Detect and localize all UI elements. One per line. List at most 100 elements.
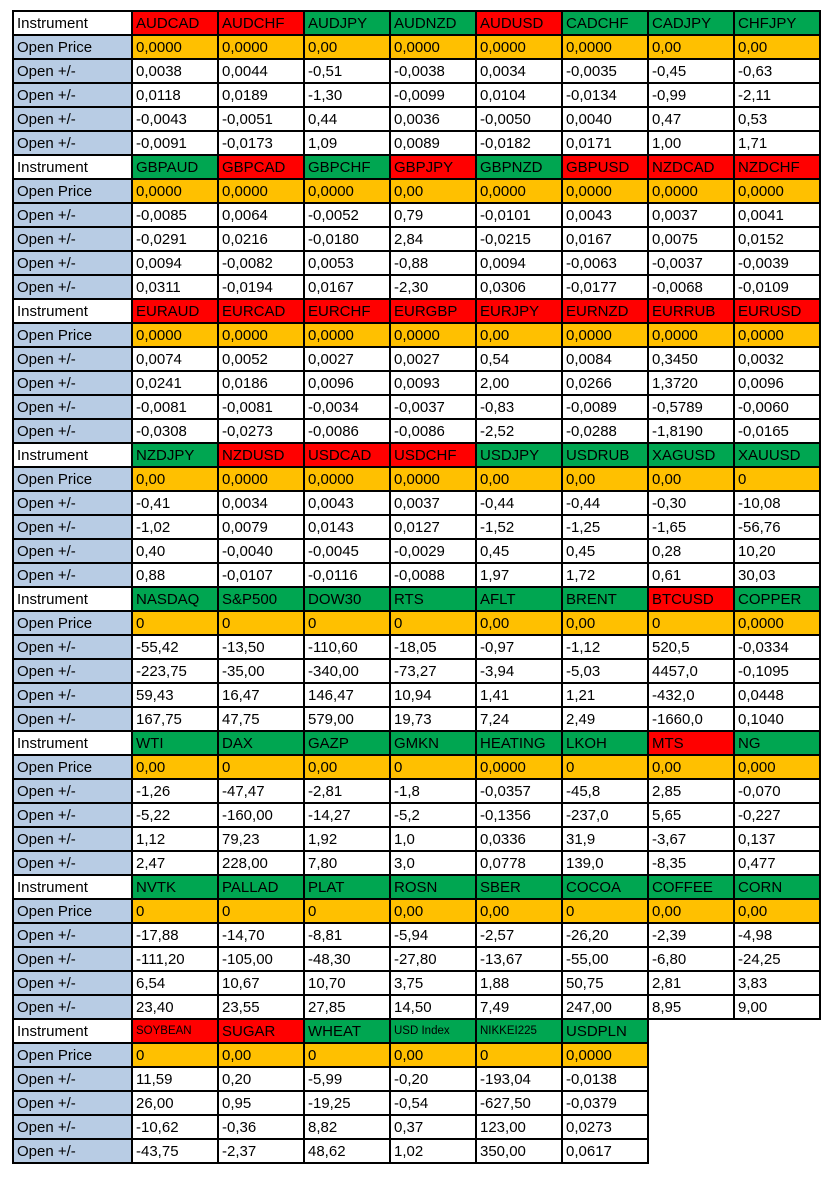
open-delta-value-cell[interactable]: -5,99: [303, 1066, 391, 1092]
open-delta-value-cell[interactable]: 146,47: [303, 682, 391, 708]
open-delta-value-cell[interactable]: 2,85: [647, 778, 735, 804]
open-delta-value-cell[interactable]: -0,0099: [389, 82, 477, 108]
row-label-open-delta[interactable]: Open +/-: [12, 58, 133, 84]
open-delta-value-cell[interactable]: -0,0068: [647, 274, 735, 300]
open-delta-value-cell[interactable]: 123,00: [475, 1114, 563, 1140]
open-delta-value-cell[interactable]: -10,62: [131, 1114, 219, 1140]
open-delta-value-cell[interactable]: -193,04: [475, 1066, 563, 1092]
open-delta-value-cell[interactable]: 23,40: [131, 994, 219, 1020]
row-label-open-delta[interactable]: Open +/-: [12, 778, 133, 804]
open-delta-value-cell[interactable]: 3,83: [733, 970, 821, 996]
instrument-header-cell[interactable]: NIKKEI225: [475, 1018, 563, 1044]
instrument-header-cell[interactable]: SOYBEAN: [131, 1018, 219, 1044]
open-delta-value-cell[interactable]: 30,03: [733, 562, 821, 588]
row-label-open-delta[interactable]: Open +/-: [12, 346, 133, 372]
row-label-open-delta[interactable]: Open +/-: [12, 370, 133, 396]
open-delta-value-cell[interactable]: -0,0101: [475, 202, 563, 228]
open-delta-value-cell[interactable]: 4457,0: [647, 658, 735, 684]
open-delta-value-cell[interactable]: -26,20: [561, 922, 649, 948]
row-label-open-delta[interactable]: Open +/-: [12, 130, 133, 156]
instrument-header-cell[interactable]: NZDCAD: [647, 154, 735, 180]
open-delta-value-cell[interactable]: -48,30: [303, 946, 391, 972]
open-delta-value-cell[interactable]: -0,0040: [217, 538, 305, 564]
instrument-header-cell[interactable]: XAGUSD: [647, 442, 735, 468]
row-label-open-delta[interactable]: Open +/-: [12, 538, 133, 564]
open-delta-value-cell[interactable]: 50,75: [561, 970, 649, 996]
open-delta-value-cell[interactable]: -1,30: [303, 82, 391, 108]
instrument-header-cell[interactable]: AUDCHF: [217, 10, 305, 36]
open-delta-value-cell[interactable]: 14,50: [389, 994, 477, 1020]
open-delta-value-cell[interactable]: -0,0180: [303, 226, 391, 252]
open-delta-value-cell[interactable]: 0,53: [733, 106, 821, 132]
open-delta-value-cell[interactable]: -0,0029: [389, 538, 477, 564]
open-delta-value-cell[interactable]: 0,0037: [647, 202, 735, 228]
open-price-value-cell[interactable]: 0,00: [647, 466, 735, 492]
instrument-header-cell[interactable]: HEATING: [475, 730, 563, 756]
open-delta-value-cell[interactable]: 0,40: [131, 538, 219, 564]
instrument-header-cell[interactable]: GBPJPY: [389, 154, 477, 180]
open-delta-value-cell[interactable]: 19,73: [389, 706, 477, 732]
open-delta-value-cell[interactable]: 0,45: [561, 538, 649, 564]
row-label-open-delta[interactable]: Open +/-: [12, 826, 133, 852]
open-delta-value-cell[interactable]: -1,8190: [647, 418, 735, 444]
open-delta-value-cell[interactable]: -0,0082: [217, 250, 305, 276]
open-delta-value-cell[interactable]: -0,0060: [733, 394, 821, 420]
open-delta-value-cell[interactable]: 0,0186: [217, 370, 305, 396]
open-delta-value-cell[interactable]: 1,88: [475, 970, 563, 996]
open-delta-value-cell[interactable]: -47,47: [217, 778, 305, 804]
open-delta-value-cell[interactable]: 8,82: [303, 1114, 391, 1140]
open-delta-value-cell[interactable]: -0,0288: [561, 418, 649, 444]
open-delta-value-cell[interactable]: -8,81: [303, 922, 391, 948]
open-delta-value-cell[interactable]: 0,0075: [647, 226, 735, 252]
open-price-value-cell[interactable]: 0,0000: [733, 322, 821, 348]
open-price-value-cell[interactable]: 0,0000: [647, 322, 735, 348]
open-delta-value-cell[interactable]: -17,88: [131, 922, 219, 948]
open-price-value-cell[interactable]: 0: [217, 754, 305, 780]
open-delta-value-cell[interactable]: 1,21: [561, 682, 649, 708]
instrument-header-cell[interactable]: GBPCHF: [303, 154, 391, 180]
row-label-open-delta[interactable]: Open +/-: [12, 682, 133, 708]
open-delta-value-cell[interactable]: -0,30: [647, 490, 735, 516]
open-delta-value-cell[interactable]: -2,57: [475, 922, 563, 948]
instrument-header-cell[interactable]: CADCHF: [561, 10, 649, 36]
open-delta-value-cell[interactable]: -432,0: [647, 682, 735, 708]
open-price-value-cell[interactable]: 0: [647, 610, 735, 636]
open-delta-value-cell[interactable]: 0,0027: [303, 346, 391, 372]
open-delta-value-cell[interactable]: -2,52: [475, 418, 563, 444]
instrument-header-cell[interactable]: AUDUSD: [475, 10, 563, 36]
open-delta-value-cell[interactable]: 0,0043: [303, 490, 391, 516]
open-price-value-cell[interactable]: 0,0000: [561, 1042, 649, 1068]
row-label-instrument[interactable]: Instrument: [12, 730, 133, 756]
open-delta-value-cell[interactable]: -0,0050: [475, 106, 563, 132]
open-price-value-cell[interactable]: 0,000: [733, 754, 821, 780]
instrument-header-cell[interactable]: BTCUSD: [647, 586, 735, 612]
open-price-value-cell[interactable]: 0: [303, 898, 391, 924]
instrument-header-cell[interactable]: NVTK: [131, 874, 219, 900]
open-delta-value-cell[interactable]: 0,0044: [217, 58, 305, 84]
instrument-header-cell[interactable]: USDRUB: [561, 442, 649, 468]
open-price-value-cell[interactable]: 0,00: [217, 1042, 305, 1068]
open-price-value-cell[interactable]: 0,00: [131, 754, 219, 780]
open-delta-value-cell[interactable]: 0,1040: [733, 706, 821, 732]
instrument-header-cell[interactable]: BRENT: [561, 586, 649, 612]
open-price-value-cell[interactable]: 0: [389, 754, 477, 780]
open-delta-value-cell[interactable]: -0,1356: [475, 802, 563, 828]
open-delta-value-cell[interactable]: 0,0079: [217, 514, 305, 540]
open-price-value-cell[interactable]: 0,00: [561, 610, 649, 636]
open-delta-value-cell[interactable]: 7,80: [303, 850, 391, 876]
open-delta-value-cell[interactable]: -0,0089: [561, 394, 649, 420]
row-label-open-delta[interactable]: Open +/-: [12, 514, 133, 540]
row-label-open-delta[interactable]: Open +/-: [12, 922, 133, 948]
open-delta-value-cell[interactable]: -0,0215: [475, 226, 563, 252]
instrument-header-cell[interactable]: EURGBP: [389, 298, 477, 324]
open-delta-value-cell[interactable]: 0,0143: [303, 514, 391, 540]
row-label-open-delta[interactable]: Open +/-: [12, 1090, 133, 1116]
instrument-header-cell[interactable]: USDJPY: [475, 442, 563, 468]
row-label-open-price[interactable]: Open Price: [12, 1042, 133, 1068]
row-label-open-price[interactable]: Open Price: [12, 322, 133, 348]
row-label-open-delta[interactable]: Open +/-: [12, 1138, 133, 1164]
open-delta-value-cell[interactable]: -2,37: [217, 1138, 305, 1164]
open-delta-value-cell[interactable]: 0,54: [475, 346, 563, 372]
instrument-header-cell[interactable]: DOW30: [303, 586, 391, 612]
open-delta-value-cell[interactable]: 3,75: [389, 970, 477, 996]
